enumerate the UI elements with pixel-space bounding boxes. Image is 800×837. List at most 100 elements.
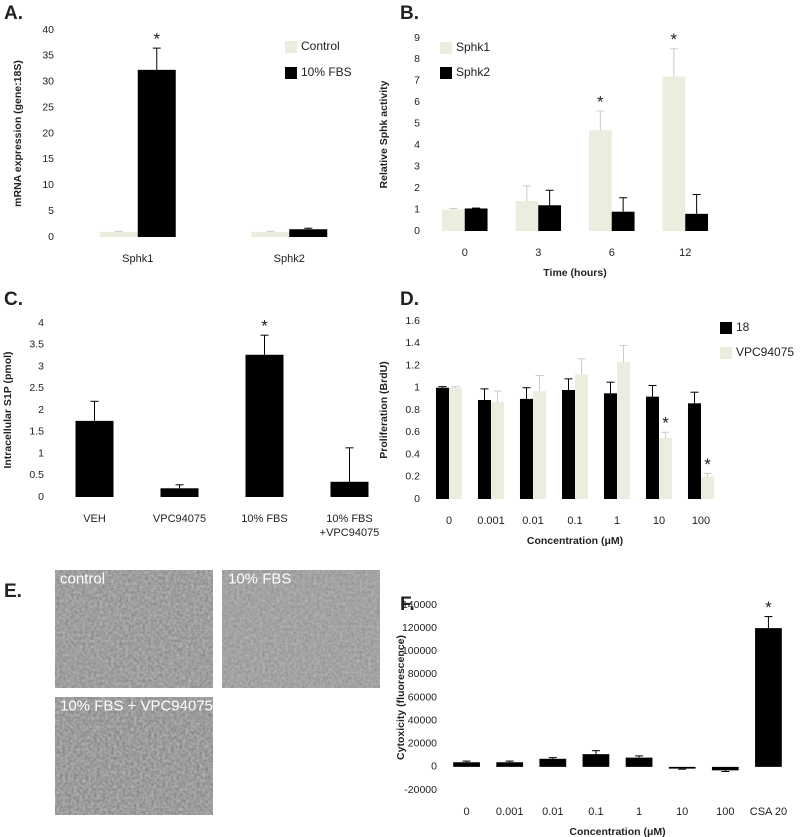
micrograph: 10% FBS + VPC94075 — [55, 697, 213, 815]
error-bar — [522, 185, 531, 201]
bar — [582, 754, 610, 767]
significance-mark: * — [261, 317, 268, 336]
legend-swatch — [720, 347, 732, 359]
y-tick-label: 0 — [48, 231, 54, 243]
x-tick-label: 0.01 — [542, 806, 563, 818]
y-tick-label: 9 — [414, 32, 420, 44]
bar — [160, 488, 199, 497]
x-axis-title: Concentration (μM) — [527, 535, 623, 547]
x-tick-label: Sphk1 — [122, 253, 153, 265]
y-tick-label: 40 — [42, 24, 54, 36]
error-bar — [591, 750, 600, 755]
panel-letter: D. — [400, 289, 419, 310]
error-bar — [619, 197, 628, 212]
y-tick-label: 35 — [42, 50, 54, 62]
y-tick-label: 1 — [414, 203, 420, 215]
bar — [662, 76, 686, 231]
panel-letter: F. — [400, 594, 415, 615]
bar — [685, 213, 709, 231]
error-bar — [304, 227, 313, 230]
legend-swatch — [720, 322, 732, 334]
bar — [245, 354, 284, 497]
error-bar — [175, 484, 184, 489]
y-axis-title: Cytoxicity (fluorescence) — [395, 635, 407, 760]
y-tick-label: 15 — [42, 153, 54, 165]
y-tick-label: 25 — [42, 101, 54, 113]
x-tick-label: 100 — [716, 806, 734, 818]
error-bar — [669, 48, 678, 77]
x-tick-label: 12 — [679, 247, 691, 259]
x-axis-title: Time (hours) — [543, 267, 606, 279]
x-tick-label: 0.1 — [588, 806, 603, 818]
y-tick-label: 0 — [431, 761, 437, 773]
error-bar — [648, 385, 657, 397]
bar — [496, 762, 524, 767]
y-tick-label: 1 — [414, 382, 420, 394]
x-tick-label: 0 — [464, 806, 470, 818]
y-tick-label: 0 — [414, 493, 420, 505]
panel-letter: A. — [4, 3, 23, 24]
y-tick-label: 0.6 — [405, 426, 420, 438]
y-tick-label: 20000 — [408, 738, 437, 750]
legend-label: Sphk2 — [456, 65, 490, 79]
error-bar — [345, 447, 354, 482]
micrograph: control — [55, 570, 213, 688]
bar — [539, 758, 567, 767]
bar — [711, 766, 739, 771]
y-tick-label: 3 — [38, 360, 44, 372]
micrograph: 10% FBS — [222, 570, 380, 688]
bar — [659, 437, 673, 499]
error-bar — [114, 230, 123, 232]
bar — [575, 374, 589, 499]
bar — [588, 130, 612, 231]
y-axis-title: Proliferation (BrdU) — [378, 361, 390, 458]
image-label: control — [60, 570, 105, 587]
panel-letter: C. — [4, 289, 23, 310]
bar — [755, 628, 782, 767]
error-bar — [505, 760, 514, 763]
image-label: 10% FBS + VPC94075 — [60, 697, 213, 714]
y-tick-label: 0.8 — [405, 404, 420, 416]
y-tick-label: 1.5 — [29, 426, 44, 438]
y-tick-label: 6 — [414, 96, 420, 108]
legend-label: Control — [301, 39, 340, 53]
error-bar — [522, 387, 531, 399]
y-tick-label: 8 — [414, 53, 420, 65]
x-tick-label: 0.1 — [567, 515, 582, 527]
y-tick-label: 1.6 — [405, 315, 420, 327]
bar — [645, 396, 659, 499]
y-tick-label: 0.5 — [29, 469, 44, 481]
bar — [687, 403, 701, 499]
error-bar — [690, 391, 699, 404]
y-tick-label: 10 — [42, 179, 54, 191]
bar — [251, 231, 290, 237]
x-tick-label: 0 — [446, 515, 452, 527]
x-tick-label: 10% FBS — [241, 513, 287, 525]
y-tick-label: 3.5 — [29, 339, 44, 351]
bar — [611, 211, 635, 231]
error-bar — [661, 431, 670, 438]
x-tick-label: VPC94075 — [153, 513, 206, 525]
error-bar — [564, 378, 573, 390]
significance-mark: * — [597, 92, 604, 111]
x-tick-label: 10% FBS +VPC94075 — [320, 513, 380, 539]
y-tick-label: 3 — [414, 160, 420, 172]
error-bar — [438, 386, 447, 388]
significance-mark: * — [704, 455, 711, 474]
x-tick-label: 0.01 — [522, 515, 543, 527]
y-tick-label: 4 — [414, 139, 420, 151]
legend-label: Sphk1 — [456, 40, 490, 54]
significance-mark: * — [671, 30, 678, 49]
error-bar — [721, 770, 730, 772]
x-tick-label: CSA 20 — [750, 806, 787, 818]
y-tick-label: 0 — [414, 225, 420, 237]
bar — [515, 200, 539, 231]
bar — [137, 69, 176, 237]
y-tick-label: 120000 — [402, 622, 437, 634]
error-bar — [545, 189, 554, 206]
x-tick-label: 3 — [535, 247, 541, 259]
y-tick-label: 20 — [42, 127, 54, 139]
bar — [519, 398, 533, 499]
x-tick-label: 100 — [692, 515, 710, 527]
